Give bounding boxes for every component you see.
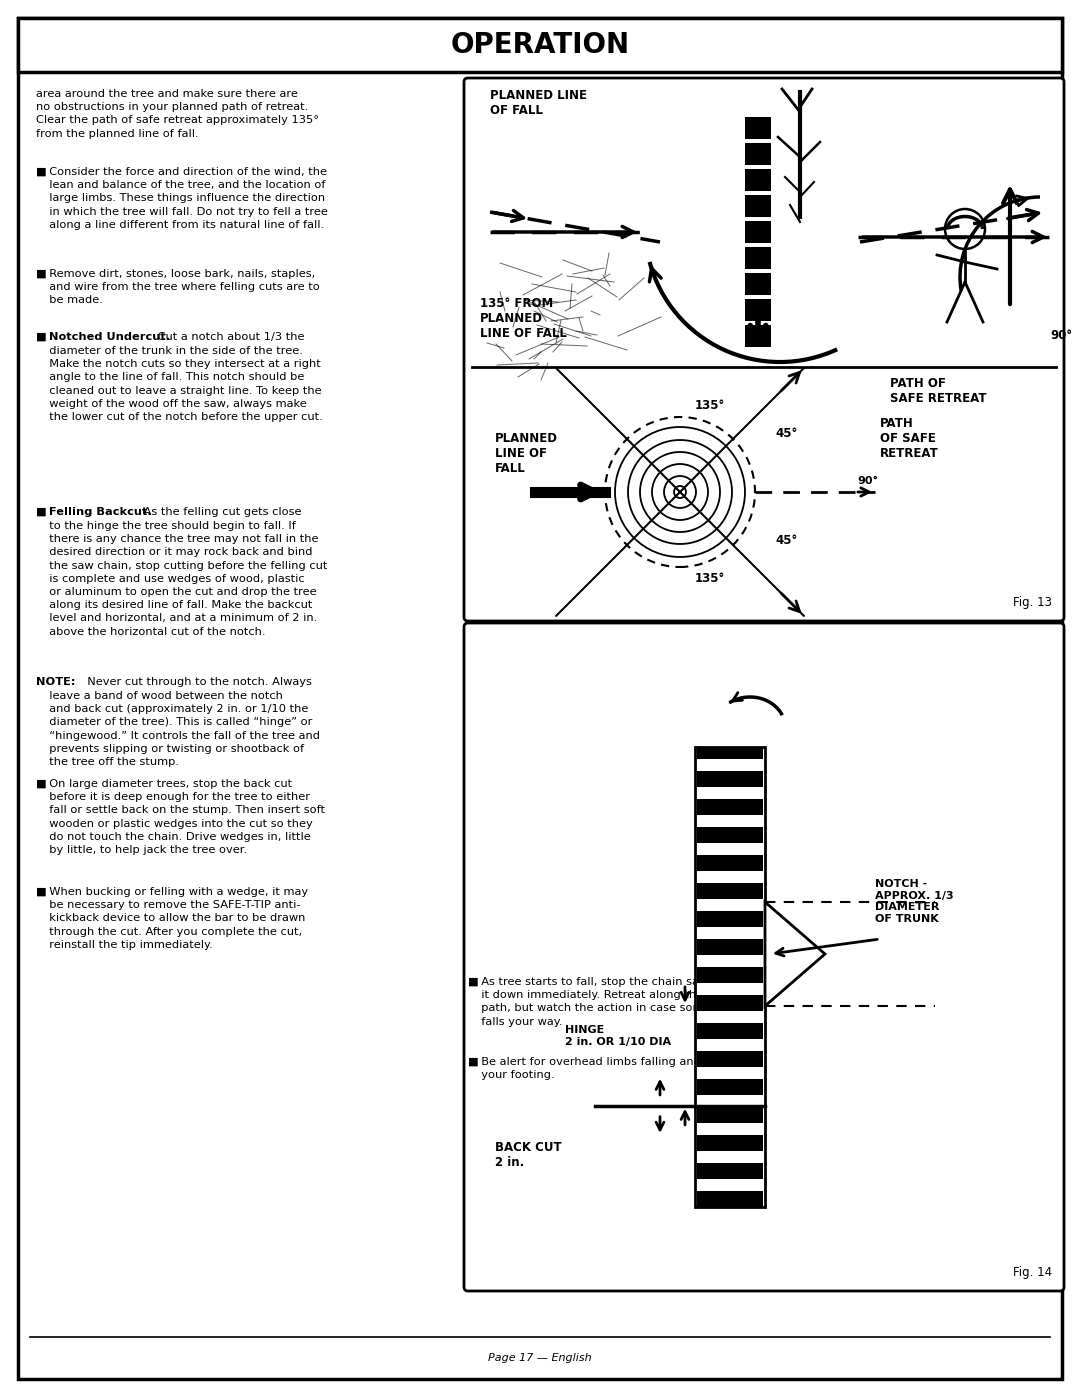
FancyBboxPatch shape: [464, 623, 1064, 1291]
Text: 45°: 45°: [775, 534, 797, 548]
Text: Never cut through to the notch. Always: Never cut through to the notch. Always: [80, 678, 312, 687]
Bar: [697, 1192, 762, 1207]
Bar: [697, 967, 762, 983]
Text: BACK CUT
2 in.: BACK CUT 2 in.: [495, 1141, 562, 1169]
Bar: [697, 855, 762, 870]
Text: diameter of the trunk in the side of the tree.
  Make the notch cuts so they int: diameter of the trunk in the side of the…: [42, 346, 323, 422]
Bar: [697, 911, 762, 928]
Bar: [745, 221, 771, 243]
Bar: [696, 747, 765, 1207]
Text: Cut a notch about 1/3 the: Cut a notch about 1/3 the: [154, 332, 305, 342]
Bar: [697, 799, 762, 814]
Text: ■: ■: [36, 270, 46, 279]
Bar: [697, 1051, 762, 1067]
Bar: [697, 1023, 762, 1039]
Text: 45°: 45°: [775, 427, 797, 440]
Bar: [697, 939, 762, 956]
Text: Fig. 13: Fig. 13: [1013, 597, 1052, 609]
Bar: [697, 1162, 762, 1179]
Bar: [18, 18, 1062, 73]
Bar: [697, 1078, 762, 1095]
Text: On large diameter trees, stop the back cut
  before it is deep enough for the tr: On large diameter trees, stop the back c…: [42, 780, 325, 855]
Text: leave a band of wood between the notch
  and back cut (approximately 2 in. or 1/: leave a band of wood between the notch a…: [42, 692, 320, 767]
Bar: [697, 1106, 762, 1123]
Text: 90°: 90°: [1050, 330, 1072, 342]
Bar: [745, 142, 771, 165]
Polygon shape: [765, 902, 825, 1006]
Text: 135°: 135°: [696, 400, 726, 412]
Text: PLANNED LINE
OF FALL: PLANNED LINE OF FALL: [490, 89, 588, 117]
Bar: [745, 272, 771, 295]
Text: 90°: 90°: [858, 476, 878, 486]
Text: area around the tree and make sure there are
no obstructions in your planned pat: area around the tree and make sure there…: [36, 89, 319, 138]
Bar: [697, 883, 762, 900]
Text: Page 17 — English: Page 17 — English: [488, 1354, 592, 1363]
Text: Fig. 14: Fig. 14: [1013, 1266, 1052, 1280]
Text: PATH
OF SAFE
RETREAT: PATH OF SAFE RETREAT: [880, 416, 939, 460]
Bar: [745, 169, 771, 191]
Bar: [745, 247, 771, 270]
Bar: [697, 827, 762, 842]
Text: As the felling cut gets close: As the felling cut gets close: [140, 507, 301, 517]
Text: Be alert for overhead limbs falling and watch
  your footing.: Be alert for overhead limbs falling and …: [474, 1058, 739, 1080]
Bar: [745, 326, 771, 346]
Text: ■: ■: [36, 507, 54, 517]
Text: NOTCH -
APPROX. 1/3
DIAMETER
OF TRUNK: NOTCH - APPROX. 1/3 DIAMETER OF TRUNK: [875, 879, 954, 923]
Text: ■: ■: [36, 780, 46, 789]
Text: ■: ■: [468, 1058, 478, 1067]
Text: Remove dirt, stones, loose bark, nails, staples,
  and wire from the tree where : Remove dirt, stones, loose bark, nails, …: [42, 270, 320, 306]
Bar: [697, 747, 762, 759]
Text: ■: ■: [36, 332, 54, 342]
Text: to the hinge the tree should begin to fall. If
  there is any chance the tree ma: to the hinge the tree should begin to fa…: [42, 521, 327, 637]
Text: ■: ■: [36, 887, 46, 897]
Text: PLANNED
LINE OF
FALL: PLANNED LINE OF FALL: [495, 432, 558, 475]
Text: 135°: 135°: [696, 571, 726, 585]
Text: ■: ■: [468, 977, 478, 988]
Text: HINGE
2 in. OR 1/10 DIA: HINGE 2 in. OR 1/10 DIA: [565, 1025, 671, 1046]
Text: OPERATION: OPERATION: [450, 31, 630, 59]
Bar: [745, 299, 771, 321]
Bar: [697, 995, 762, 1011]
Text: As tree starts to fall, stop the chain saw and put
  it down immediately. Retrea: As tree starts to fall, stop the chain s…: [474, 977, 756, 1027]
Text: Notched Undercut.: Notched Undercut.: [49, 332, 171, 342]
Text: Felling Backcut.: Felling Backcut.: [49, 507, 152, 517]
Bar: [745, 196, 771, 217]
Bar: [697, 1134, 762, 1151]
Bar: [697, 771, 762, 787]
FancyBboxPatch shape: [464, 78, 1064, 622]
Text: NOTE:: NOTE:: [36, 678, 76, 687]
Text: ■: ■: [36, 168, 46, 177]
Text: PATH OF
SAFE RETREAT: PATH OF SAFE RETREAT: [890, 377, 986, 405]
Text: When bucking or felling with a wedge, it may
  be necessary to remove the SAFE-T: When bucking or felling with a wedge, it…: [42, 887, 308, 950]
Bar: [745, 117, 771, 138]
Text: Consider the force and direction of the wind, the
  lean and balance of the tree: Consider the force and direction of the …: [42, 168, 328, 229]
Text: 135° FROM
PLANNED
LINE OF FALL: 135° FROM PLANNED LINE OF FALL: [480, 298, 567, 339]
